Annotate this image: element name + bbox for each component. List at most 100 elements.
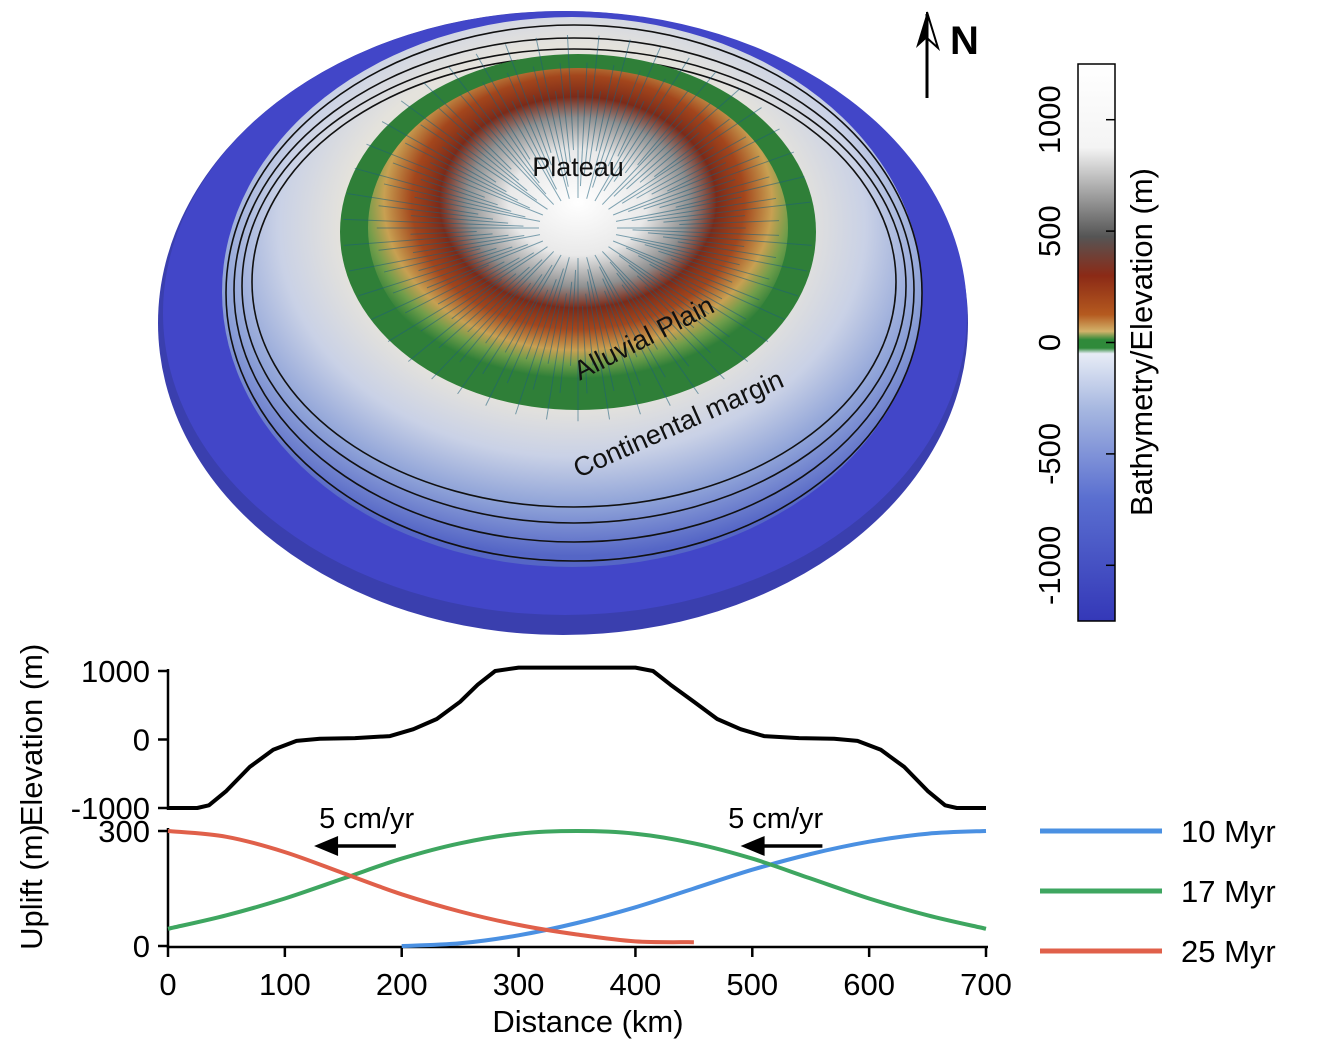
distance-x-tick-label: 600 xyxy=(843,967,895,1002)
drainage-channel xyxy=(638,255,723,300)
drainage-channel xyxy=(654,118,730,178)
drainage-channel xyxy=(643,179,736,210)
north-arrow: N xyxy=(916,11,979,98)
drainage-channel xyxy=(604,290,641,386)
drainage-channel xyxy=(621,284,699,395)
drainage-channel xyxy=(615,196,742,222)
drainage-channel xyxy=(410,215,509,224)
drainage-channel xyxy=(423,82,512,170)
plateau-label: Plateau xyxy=(532,152,624,182)
rate-arrow-head xyxy=(740,836,765,856)
drainage-channel xyxy=(482,81,531,160)
distance-x-ticks: 0 100 200 300 400 500 600 700 xyxy=(159,947,1012,1002)
drainage-channel xyxy=(599,70,641,177)
drainage-channel xyxy=(485,282,532,344)
drainage-channel xyxy=(585,293,594,366)
drainage-channel xyxy=(662,236,745,248)
drainage-channel xyxy=(582,305,588,394)
drainage-channel xyxy=(344,233,493,246)
drainage-channel xyxy=(405,142,518,201)
rate-arrow-head xyxy=(314,836,339,856)
drainage-channel xyxy=(405,261,505,314)
drainage-channel xyxy=(506,289,549,384)
drainage-channel xyxy=(485,299,539,406)
drainage-channel xyxy=(647,201,811,222)
topography-map: Plateau Alluvial Plain Continental margi… xyxy=(158,11,979,635)
distance-x-axis-title: Distance (km) xyxy=(492,1004,683,1039)
elevation-y-tick-label: 0 xyxy=(133,723,150,758)
drainage-channel xyxy=(378,234,509,251)
drainage-channel xyxy=(592,94,624,188)
distance-x-tick-label: 500 xyxy=(726,967,778,1002)
drainage-channel xyxy=(392,244,528,294)
colorbar-title: Bathymetry/Elevation (m) xyxy=(1124,168,1159,516)
drainage-channel xyxy=(601,119,683,205)
uplift-y-axis-title: Uplift (m) xyxy=(14,824,49,950)
drainage-channel xyxy=(547,304,561,364)
rate-annotations: 5 cm/yr 5 cm/yr xyxy=(314,803,824,856)
drainage-channel xyxy=(667,162,726,192)
drainage-channel xyxy=(457,274,543,395)
drainage-channel xyxy=(626,87,741,190)
drainage-channel xyxy=(554,91,570,175)
north-arrow-icon xyxy=(916,12,927,48)
drainage-channel xyxy=(602,278,638,358)
uplift-series-line xyxy=(167,828,987,931)
drainage-channel xyxy=(525,279,557,360)
drainage-channel xyxy=(671,258,733,283)
drainage-channel xyxy=(644,286,711,354)
rate-label: 5 cm/yr xyxy=(728,803,823,835)
drainage-channel xyxy=(636,275,695,329)
drainage-channel xyxy=(381,121,507,193)
drainage-channel xyxy=(392,162,485,198)
drainage-channel xyxy=(442,146,497,183)
drainage-channel xyxy=(559,281,573,393)
drainage-channel xyxy=(420,246,548,332)
uplift-y-tick-label: 0 xyxy=(133,929,150,964)
drainage-channel xyxy=(412,235,525,254)
drainage-channel xyxy=(594,78,666,202)
drainage-channel xyxy=(438,107,520,181)
drainage-channel xyxy=(511,100,557,190)
drainage-channel xyxy=(459,93,547,195)
uplift-y-tick-label: 300 xyxy=(98,814,150,849)
drainage-channel xyxy=(647,232,812,246)
drainage-channel xyxy=(616,272,690,367)
drainage-channel xyxy=(663,215,746,223)
drainage-channel xyxy=(613,102,711,197)
rate-label: 5 cm/yr xyxy=(319,803,414,835)
drainage-channel xyxy=(625,247,785,321)
elevation-profile-line xyxy=(168,665,986,810)
drainage-channel xyxy=(420,179,498,206)
drainage-channel xyxy=(451,278,502,320)
drainage-channel xyxy=(613,109,665,182)
drainage-channel xyxy=(659,176,770,209)
drainage-channel xyxy=(448,66,540,184)
margin-contours xyxy=(225,24,923,562)
drainage-channel xyxy=(630,238,740,266)
drainage-channel xyxy=(482,264,553,375)
drainage-channel xyxy=(473,119,555,205)
legend-label: 17 Myr xyxy=(1181,874,1276,909)
drainage-channel xyxy=(418,247,497,272)
drainage-channel xyxy=(387,252,535,342)
drainage-channel xyxy=(532,66,570,199)
drainage-channel xyxy=(437,257,520,305)
drainage-channel xyxy=(420,124,548,210)
drainage-channel xyxy=(609,261,677,340)
uplift-series-line xyxy=(167,829,694,945)
drainage-channel xyxy=(649,263,747,320)
colorbar-tick-label: 500 xyxy=(1032,205,1067,257)
drainage-channel xyxy=(566,34,574,151)
drainage-channel xyxy=(608,107,762,210)
drainage-channel xyxy=(659,273,769,342)
drainage-channel xyxy=(504,254,562,353)
drainage-channel xyxy=(343,218,524,227)
distance-x-tick-label: 700 xyxy=(960,967,1012,1002)
drainage-channel xyxy=(658,250,798,297)
drainage-channel xyxy=(430,162,531,209)
drainage-channel xyxy=(349,234,541,272)
drainage-channel xyxy=(617,100,645,157)
drainage-channel xyxy=(586,257,616,363)
drainage-channel xyxy=(628,151,795,212)
